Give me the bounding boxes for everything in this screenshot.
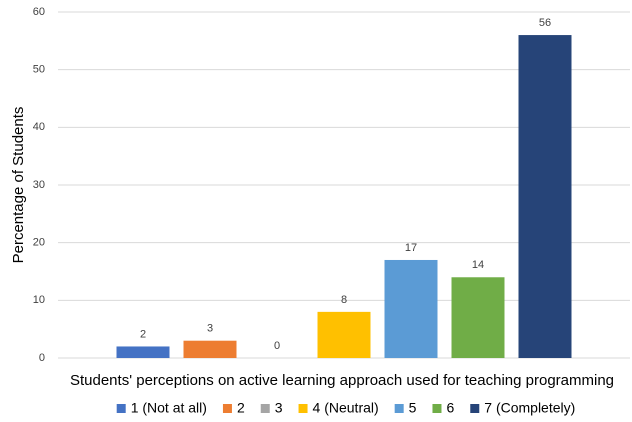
legend-label: 4 (Neutral) [313,400,379,416]
bar [183,340,237,358]
data-label: 2 [140,328,146,340]
data-label: 56 [539,17,551,29]
y-tick-label: 50 [33,64,45,76]
y-tick-label: 40 [33,121,45,133]
legend-label: 3 [275,400,283,416]
data-label: 3 [207,323,213,335]
y-tick-label: 30 [33,179,45,191]
y-tick-label: 0 [39,352,45,364]
data-label: 14 [472,259,484,271]
legend-swatch [470,404,480,413]
bar [451,277,505,358]
legend-swatch [298,404,308,413]
legend-swatch [432,404,442,413]
legend-label: 6 [446,400,454,416]
y-tick-label: 10 [33,294,45,306]
legend-label: 2 [237,400,245,416]
bar [317,311,371,358]
legend-label: 1 (Not at all) [131,400,207,416]
legend-swatch [116,404,126,413]
legend-label: 5 [409,400,417,416]
legend-swatch [260,404,270,413]
bar [518,35,572,359]
data-label: 0 [274,340,280,352]
y-axis-title: Percentage of Students [10,107,27,264]
bar [384,259,438,358]
legend-label: 7 (Completely) [484,400,575,416]
legend-swatch [394,404,404,413]
bar [116,346,170,358]
y-tick-label: 20 [33,237,45,249]
data-label: 17 [405,242,417,254]
y-tick-label: 60 [33,6,45,18]
data-label: 8 [341,294,347,306]
x-axis-title: Students' perceptions on active learning… [70,372,614,389]
legend-swatch [222,404,232,413]
